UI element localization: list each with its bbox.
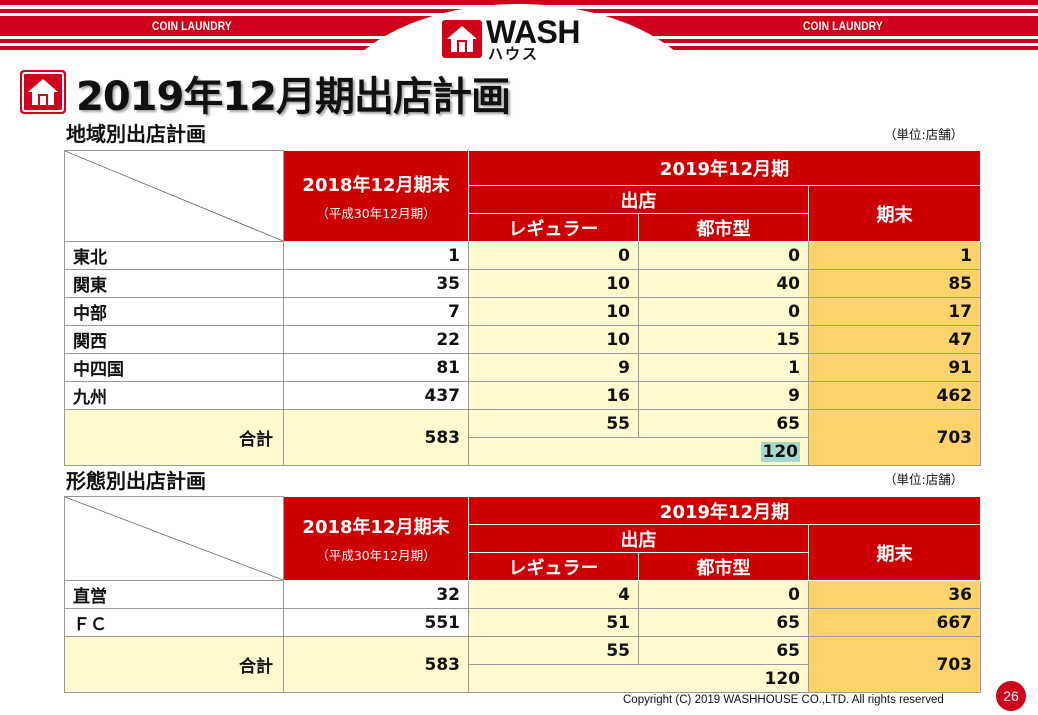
coin-laundry-left: COIN LAUNDRY (152, 19, 232, 33)
total-label: 合計 (64, 409, 284, 466)
row-label: 関東 (64, 269, 284, 298)
row-label: ＦＣ (64, 608, 284, 637)
logo-wash-text: WASH (486, 14, 581, 50)
row-label: 関西 (64, 325, 284, 354)
urban-cell: 0 (638, 297, 809, 326)
prev-cell: 81 (283, 353, 469, 382)
prev-period-sublabel: （平成30年12月期） (316, 205, 436, 221)
total-row: 合計 583 55 65 703 (64, 409, 981, 466)
total-subrow: 120 (65, 664, 981, 693)
region-section-title: 地域別出店計画 (66, 122, 206, 146)
opening-sum: 120 (468, 664, 809, 693)
urban-cell: 15 (638, 325, 809, 354)
opening-header: 出店 (468, 185, 809, 214)
total-urban: 65 (638, 636, 809, 665)
regular-header: レギュラー (468, 552, 639, 581)
row-label: 中部 (64, 297, 284, 326)
type-section-title: 形態別出店計画 (66, 469, 206, 493)
end-cell: 47 (808, 325, 981, 354)
regular-cell: 51 (468, 608, 639, 637)
urban-cell: 9 (638, 381, 809, 410)
table-row: ＦＣ 551 51 65 667 (64, 608, 981, 637)
total-prev: 583 (283, 409, 469, 466)
copyright-text: Copyright (C) 2019 WASHHOUSE CO.,LTD. Al… (623, 694, 944, 706)
urban-cell: 1 (638, 353, 809, 382)
urban-cell: 0 (638, 241, 809, 270)
house-icon (442, 20, 482, 58)
prev-cell: 22 (283, 325, 469, 354)
urban-cell: 65 (638, 608, 809, 637)
regular-cell: 0 (468, 241, 639, 270)
washhouse-logo: WASH ハウス (442, 14, 596, 63)
type-plan-table: 2018年12月期末 （平成30年12月期） 2019年12月期 出店 期末 レ… (64, 496, 981, 693)
prev-cell: 7 (283, 297, 469, 326)
regular-cell: 10 (468, 269, 639, 298)
row-label: 中四国 (64, 353, 284, 382)
table-row: 東北 1 0 0 1 (64, 241, 981, 270)
end-header: 期末 (808, 185, 981, 242)
opening-header: 出店 (468, 524, 809, 553)
prev-cell: 551 (283, 608, 469, 637)
urban-header: 都市型 (638, 552, 809, 581)
urban-cell: 0 (638, 580, 809, 609)
opening-sum-cell: 120 (468, 437, 809, 466)
type-unit-label: （単位:店舗） (884, 472, 964, 487)
prev-period-label: 2018年12月期末 (302, 517, 450, 538)
coin-laundry-right: COIN LAUNDRY (803, 19, 883, 33)
urban-header: 都市型 (638, 213, 809, 242)
end-cell: 17 (808, 297, 981, 326)
end-cell: 36 (808, 580, 981, 609)
total-prev: 583 (283, 636, 469, 693)
total-urban: 65 (638, 409, 809, 438)
urban-cell: 40 (638, 269, 809, 298)
row-label: 直営 (64, 580, 284, 609)
region-plan-table: 2018年12月期末 （平成30年12月期） 2019年12月期 出店 期末 レ… (64, 150, 981, 466)
regular-cell: 16 (468, 381, 639, 410)
total-label: 合計 (64, 636, 284, 693)
end-cell: 85 (808, 269, 981, 298)
total-subrow: 120 (65, 437, 981, 466)
regular-header: レギュラー (468, 213, 639, 242)
end-cell: 1 (808, 241, 981, 270)
period-header: 2019年12月期 (468, 496, 981, 525)
end-cell: 667 (808, 608, 981, 637)
table-row: 関東 35 10 40 85 (64, 269, 981, 298)
page-title: 2019年12月期出店計画 (76, 74, 511, 120)
region-unit-label: （単位:店舗） (884, 127, 964, 142)
end-cell: 91 (808, 353, 981, 382)
table-corner-cell (64, 150, 284, 242)
prev-cell: 35 (283, 269, 469, 298)
page-number: 26 (996, 681, 1026, 711)
prev-period-header: 2018年12月期末 （平成30年12月期） (283, 150, 469, 242)
total-end: 703 (808, 409, 981, 466)
table-row: 関西 22 10 15 47 (64, 325, 981, 354)
regular-cell: 10 (468, 297, 639, 326)
house-icon (20, 70, 66, 114)
table-corner-cell (64, 496, 284, 581)
period-header: 2019年12月期 (468, 150, 981, 186)
table-row: 中部 7 10 0 17 (64, 297, 981, 326)
regular-cell: 4 (468, 580, 639, 609)
prev-period-label: 2018年12月期末 (302, 174, 450, 196)
table-row: 中四国 81 9 1 91 (64, 353, 981, 382)
prev-period-header: 2018年12月期末 （平成30年12月期） (283, 496, 469, 581)
table-row: 直営 32 4 0 36 (64, 580, 981, 609)
total-end: 703 (808, 636, 981, 693)
table-row: 九州 437 16 9 462 (64, 381, 981, 410)
end-cell: 462 (808, 381, 981, 410)
opening-sum: 120 (760, 441, 800, 462)
row-label: 東北 (64, 241, 284, 270)
prev-period-sublabel: （平成30年12月期） (316, 548, 436, 563)
regular-cell: 10 (468, 325, 639, 354)
logo-kana-text: ハウス (488, 45, 540, 63)
total-regular: 55 (468, 636, 639, 665)
prev-cell: 437 (283, 381, 469, 410)
prev-cell: 32 (283, 580, 469, 609)
row-label: 九州 (64, 381, 284, 410)
end-header: 期末 (808, 524, 981, 581)
prev-cell: 1 (283, 241, 469, 270)
total-row: 合計 583 55 65 703 (64, 636, 981, 693)
regular-cell: 9 (468, 353, 639, 382)
total-regular: 55 (468, 409, 639, 438)
